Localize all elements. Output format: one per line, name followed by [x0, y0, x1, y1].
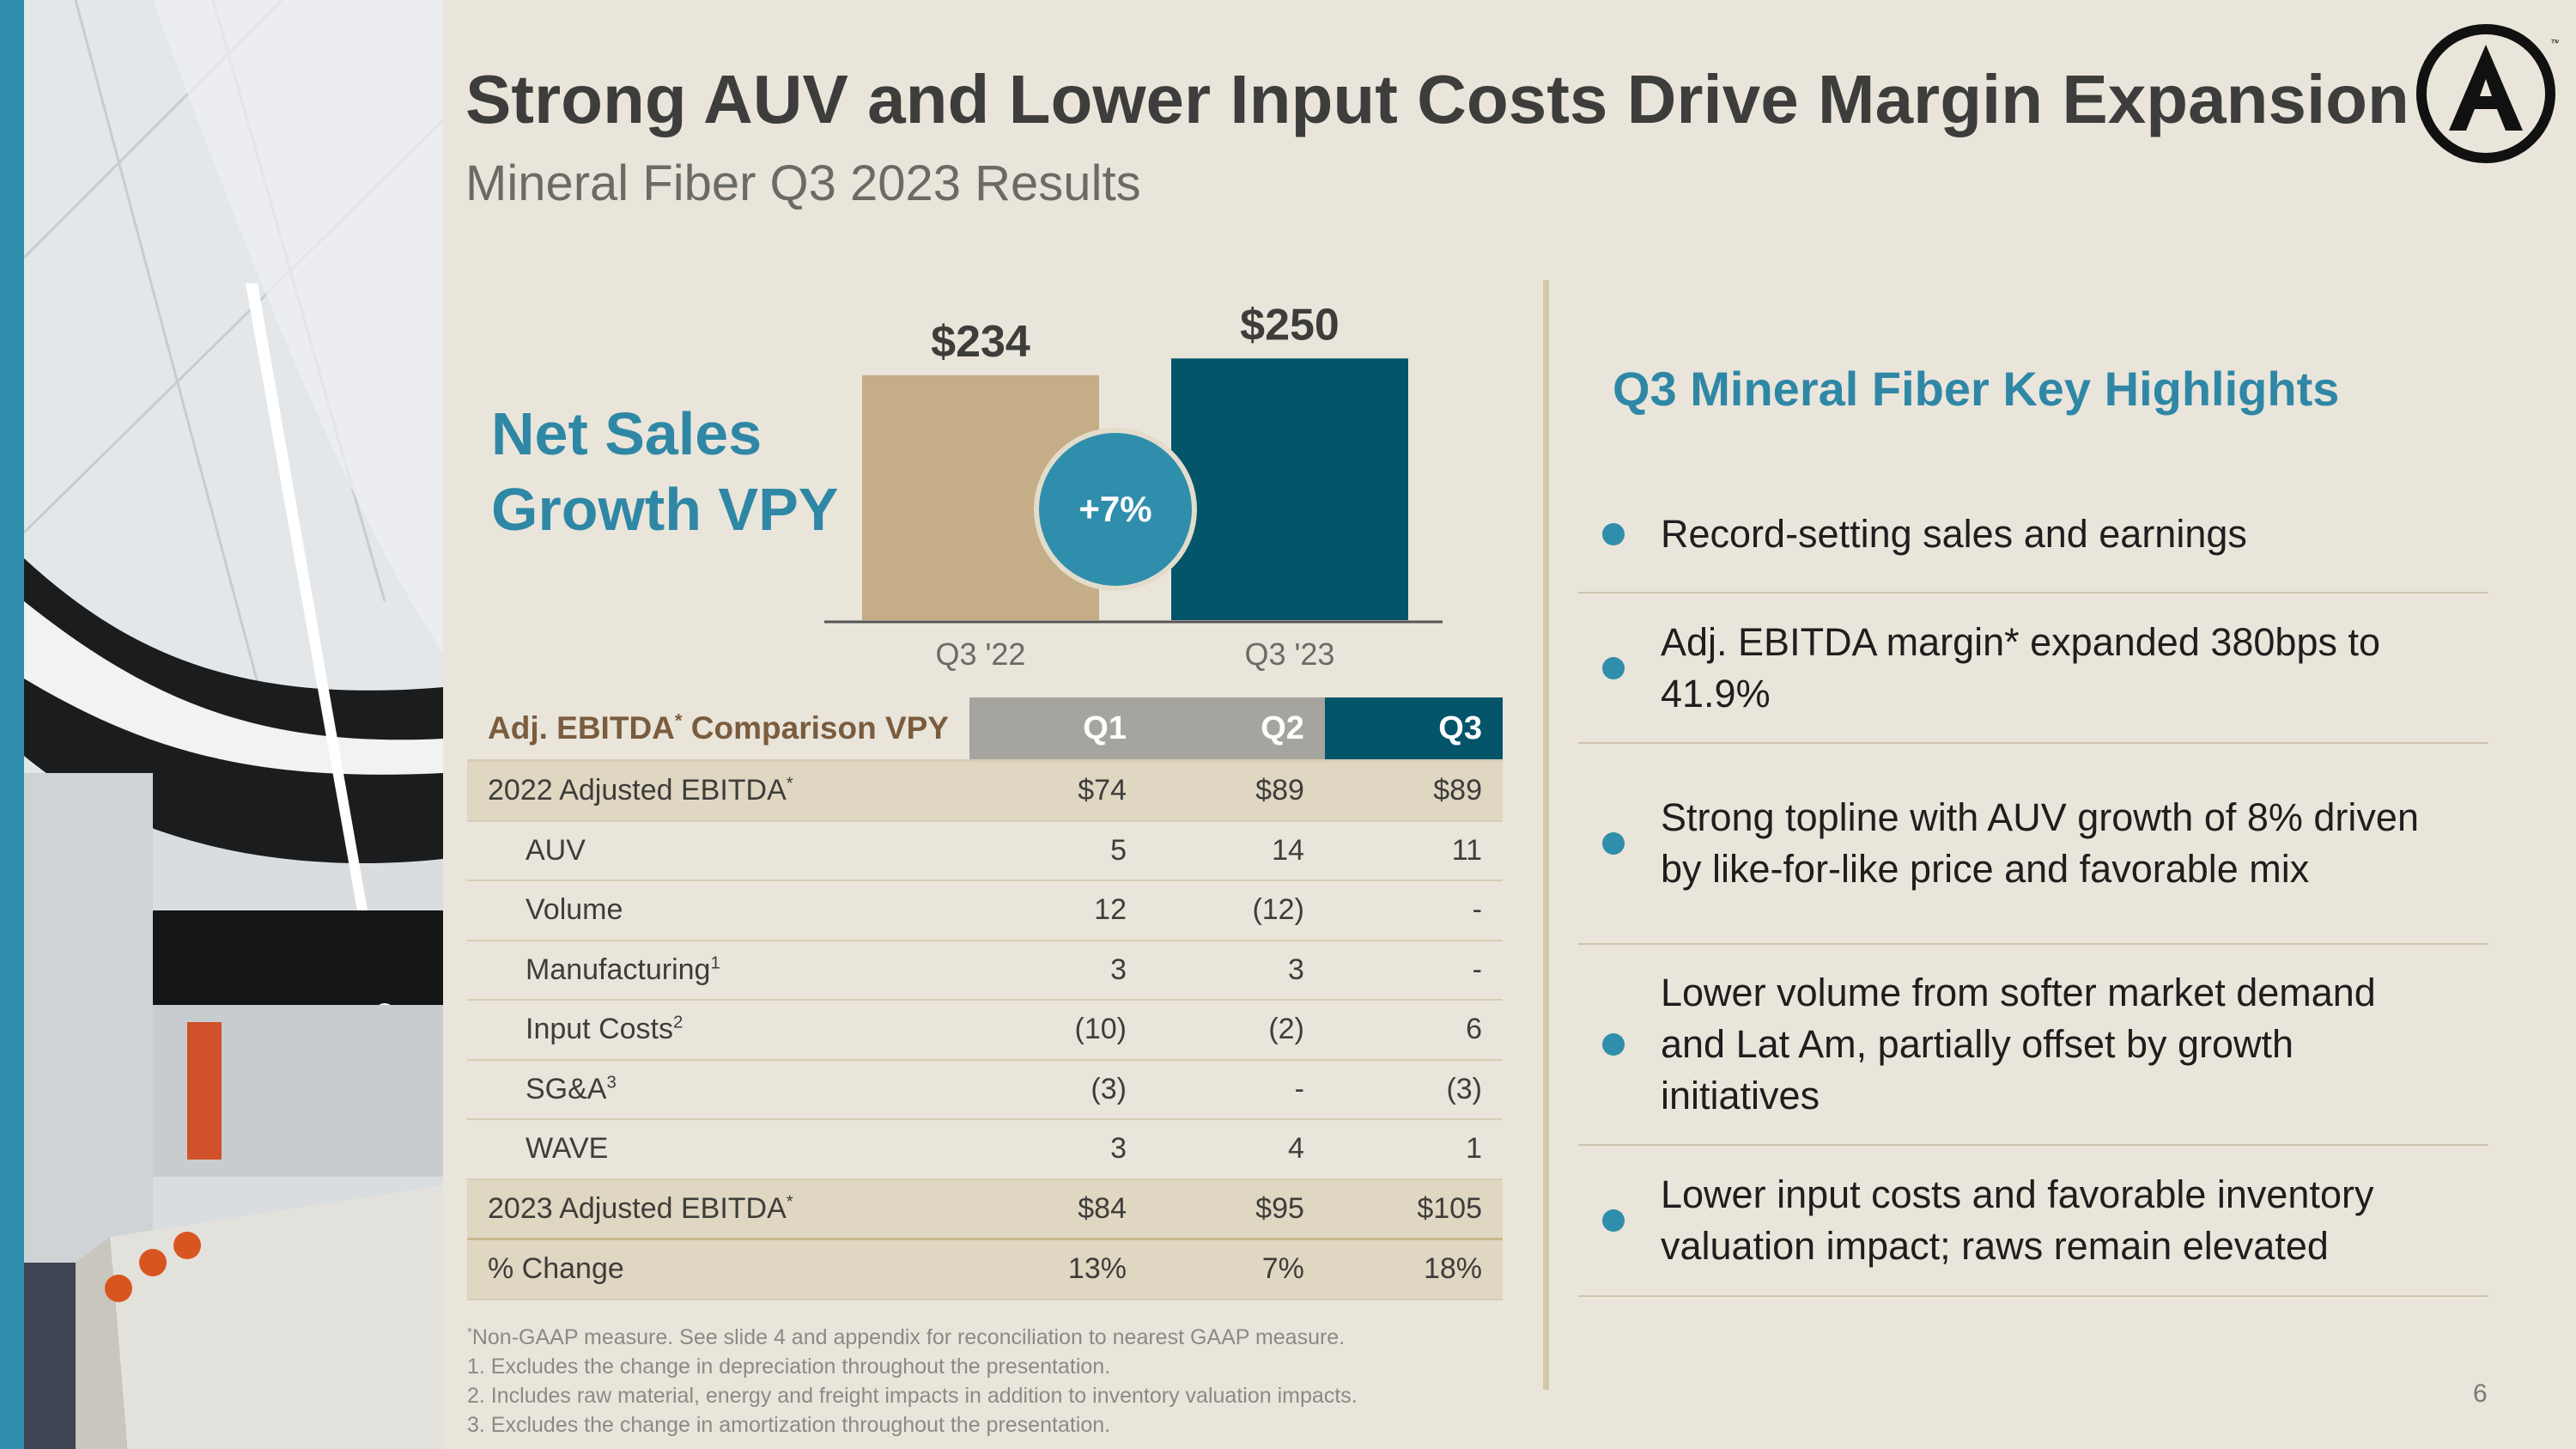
- table-row: 2022 Adjusted EBITDA* $74 $89 $89: [467, 760, 1503, 822]
- cell-q2: 3: [1146, 940, 1325, 1001]
- bullet-icon: [1602, 832, 1625, 855]
- table-row: WAVE 3 4 1: [467, 1119, 1503, 1180]
- net-sales-title-line2: Growth VPY: [491, 476, 839, 543]
- row-label: Volume: [467, 880, 969, 941]
- bullet-icon: [1602, 1209, 1625, 1232]
- row-label: % Change: [467, 1239, 969, 1300]
- cell-q1: (10): [969, 1000, 1147, 1061]
- cell-q1: 5: [969, 820, 1147, 881]
- table-row: 2023 Adjusted EBITDA* $84 $95 $105: [467, 1178, 1503, 1240]
- footnote: 1. Excludes the change in depreciation t…: [467, 1355, 1111, 1379]
- row-label: SG&A3: [467, 1059, 969, 1120]
- cell-q1: 13%: [969, 1239, 1147, 1300]
- net-sales-title-line1: Net Sales: [491, 400, 762, 467]
- bullet-icon: [1602, 523, 1625, 545]
- ebitda-comparison-table: Adj. EBITDA* Comparison VPY Q1 Q2 Q3 202…: [467, 697, 1503, 1300]
- bar-value-label: $250: [1240, 300, 1340, 350]
- category-label: Q3 '23: [1245, 636, 1335, 672]
- page-subtitle: Mineral Fiber Q3 2023 Results: [465, 155, 1141, 211]
- cell-q3: 18%: [1324, 1239, 1503, 1300]
- cell-q3: 1: [1324, 1119, 1503, 1180]
- cell-q3: -: [1324, 880, 1503, 941]
- column-header-q1: Q1: [969, 697, 1147, 762]
- bar-value-label: $234: [931, 317, 1030, 367]
- accent-stripe: [0, 0, 24, 1449]
- highlight-text: Strong topline with AUV growth of 8% dri…: [1661, 795, 2419, 891]
- highlight-text: Record-setting sales and earnings: [1661, 512, 2247, 556]
- company-logo-icon: ™: [2413, 21, 2561, 167]
- cell-q1: (3): [969, 1059, 1147, 1120]
- table-row: % Change 13% 7% 18%: [467, 1239, 1503, 1300]
- cell-q2: 14: [1146, 820, 1325, 881]
- cell-q2: -: [1146, 1059, 1325, 1120]
- svg-text:™: ™: [2550, 37, 2559, 49]
- highlight-item: Lower input costs and favorable inventor…: [1578, 1146, 2488, 1297]
- cell-q1: 3: [969, 940, 1147, 1001]
- column-header-q2: Q2: [1146, 697, 1325, 762]
- cell-q1: 12: [969, 880, 1147, 941]
- cell-q2: 7%: [1146, 1239, 1325, 1300]
- row-label: 2022 Adjusted EBITDA*: [467, 760, 969, 822]
- table-header-row: Adj. EBITDA* Comparison VPY Q1 Q2 Q3: [467, 697, 1503, 762]
- table-row: SG&A3 (3) - (3): [467, 1059, 1503, 1120]
- growth-badge: +7%: [1034, 428, 1197, 591]
- column-header-q3: Q3: [1324, 697, 1503, 762]
- cell-q3: (3): [1324, 1059, 1503, 1120]
- row-label: 2023 Adjusted EBITDA*: [467, 1178, 969, 1240]
- cell-q2: 4: [1146, 1119, 1325, 1180]
- highlight-text: Adj. EBITDA margin* expanded 380bps to 4…: [1661, 619, 2381, 715]
- highlight-item: Strong topline with AUV growth of 8% dri…: [1578, 744, 2488, 945]
- cell-q1: $74: [969, 760, 1147, 822]
- footnote: 3. Excludes the change in amortization t…: [467, 1413, 1111, 1437]
- footnote: *Non-GAAP measure. See slide 4 and appen…: [467, 1324, 1346, 1349]
- cell-q2: $95: [1146, 1178, 1325, 1240]
- footnotes: *Non-GAAP measure. See slide 4 and appen…: [467, 1323, 1358, 1440]
- highlight-text: Lower input costs and favorable inventor…: [1661, 1172, 2374, 1268]
- highlight-text: Lower volume from softer market demand a…: [1661, 971, 2376, 1117]
- vertical-divider: [1543, 280, 1549, 1390]
- bullet-icon: [1602, 1033, 1625, 1056]
- table-row: Manufacturing1 3 3 -: [467, 940, 1503, 1001]
- highlights-title: Q3 Mineral Fiber Key Highlights: [1613, 362, 2340, 416]
- cell-q1: $84: [969, 1178, 1147, 1240]
- cell-q2: (12): [1146, 880, 1325, 941]
- row-label: Manufacturing1: [467, 940, 969, 1001]
- cell-q3: $105: [1324, 1178, 1503, 1240]
- page-number: 6: [2473, 1379, 2488, 1408]
- cell-q2: (2): [1146, 1000, 1325, 1061]
- cell-q3: 6: [1324, 1000, 1503, 1061]
- table-row: AUV 5 14 11: [467, 820, 1503, 881]
- table-row: Input Costs2 (10) (2) 6: [467, 1000, 1503, 1061]
- highlight-item: Lower volume from softer market demand a…: [1578, 945, 2488, 1146]
- table-row: Volume 12 (12) -: [467, 880, 1503, 941]
- row-label: WAVE: [467, 1119, 969, 1180]
- footnote: 2. Includes raw material, energy and fre…: [467, 1384, 1358, 1408]
- bullet-icon: [1602, 656, 1625, 679]
- category-label: Q3 '22: [936, 636, 1026, 672]
- cell-q3: $89: [1324, 760, 1503, 822]
- cell-q2: $89: [1146, 760, 1325, 822]
- row-label: AUV: [467, 820, 969, 881]
- bar-2: [1171, 358, 1408, 620]
- cell-q1: 3: [969, 1119, 1147, 1180]
- cell-q3: 11: [1324, 820, 1503, 881]
- table-header-label: Adj. EBITDA* Comparison VPY: [467, 697, 969, 762]
- highlight-item: Record-setting sales and earnings: [1578, 477, 2488, 594]
- highlight-item: Adj. EBITDA margin* expanded 380bps to 4…: [1578, 594, 2488, 744]
- row-label: Input Costs2: [467, 1000, 969, 1061]
- page-title: Strong AUV and Lower Input Costs Drive M…: [465, 61, 2409, 137]
- cell-q3: -: [1324, 940, 1503, 1001]
- office-photo: [24, 0, 443, 1449]
